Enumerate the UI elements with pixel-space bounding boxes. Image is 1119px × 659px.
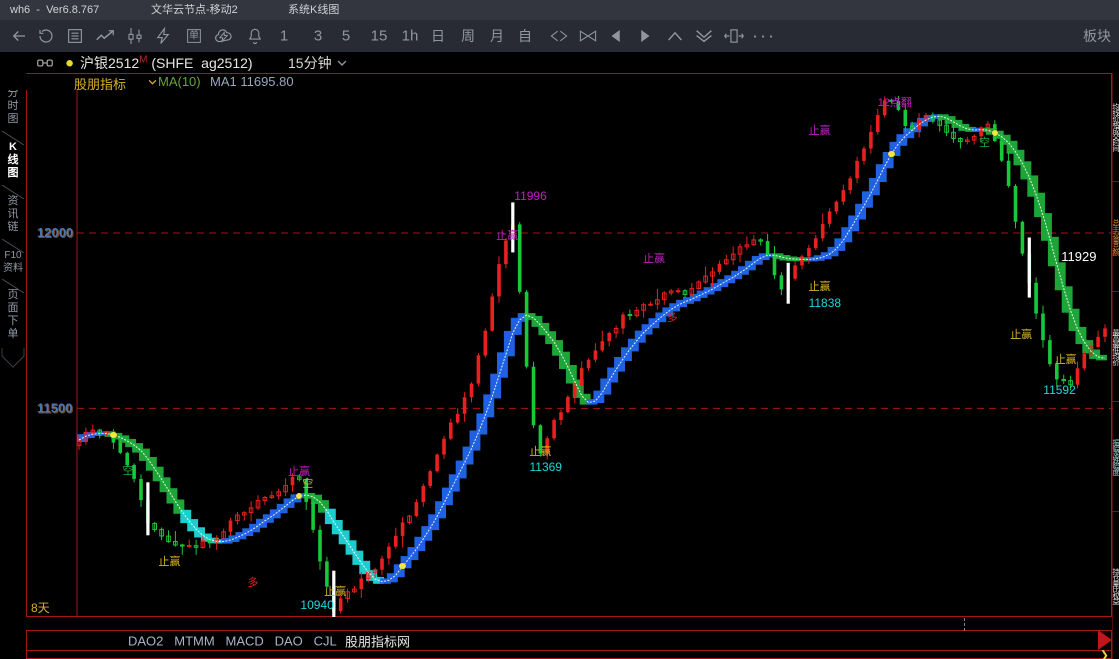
svg-text:8天: 8天 [31, 601, 50, 615]
svg-text:11500: 11500 [37, 400, 72, 415]
svg-text:12000: 12000 [37, 225, 73, 240]
